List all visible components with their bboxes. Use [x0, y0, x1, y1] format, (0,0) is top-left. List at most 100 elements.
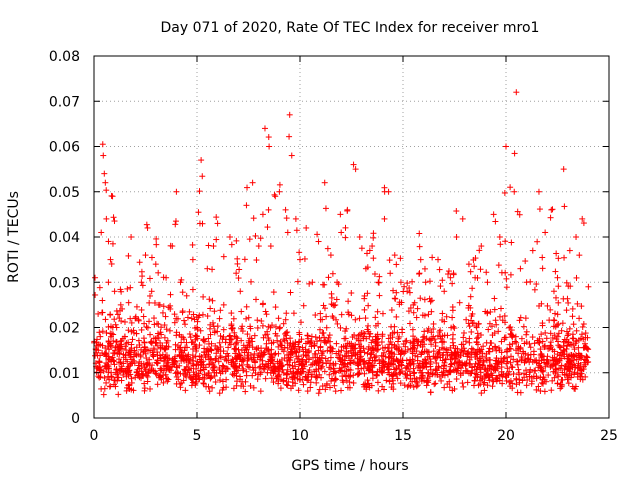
data-point	[166, 327, 173, 334]
data-point	[467, 268, 474, 275]
data-point	[394, 375, 401, 382]
data-point	[265, 335, 272, 342]
data-point	[189, 360, 196, 367]
data-point	[388, 323, 395, 330]
data-point	[514, 361, 521, 368]
data-point	[533, 375, 540, 382]
data-point	[427, 298, 434, 305]
data-point-peak	[177, 279, 184, 286]
data-point-peak	[560, 166, 567, 173]
data-point	[355, 337, 362, 344]
data-point	[537, 346, 544, 353]
data-point	[327, 366, 334, 373]
data-point	[150, 345, 157, 352]
data-point	[284, 382, 291, 389]
data-point	[169, 363, 176, 370]
data-point	[321, 281, 328, 288]
data-point	[116, 315, 123, 322]
data-point	[502, 238, 509, 245]
data-point	[559, 376, 566, 383]
data-point	[293, 349, 300, 356]
data-point	[284, 340, 291, 347]
data-point	[580, 344, 587, 351]
data-point	[555, 320, 562, 327]
data-point-peak	[117, 301, 124, 308]
data-point	[252, 296, 259, 303]
data-point	[195, 376, 202, 383]
data-point-peak	[113, 324, 120, 331]
data-point	[209, 266, 216, 273]
data-point	[426, 278, 433, 285]
data-point	[243, 303, 250, 310]
data-point	[232, 340, 239, 347]
data-point	[110, 350, 117, 357]
data-point	[326, 371, 333, 378]
data-point	[141, 320, 148, 327]
data-point	[292, 339, 299, 346]
data-point	[580, 363, 587, 370]
data-point	[229, 325, 236, 332]
data-point	[115, 391, 122, 398]
data-point	[187, 374, 194, 381]
y-tick-label: 0.01	[49, 366, 80, 382]
data-point	[516, 317, 523, 324]
data-point	[520, 350, 527, 357]
data-point	[414, 353, 421, 360]
data-point	[323, 324, 330, 331]
data-point	[122, 343, 129, 350]
data-point	[231, 346, 238, 353]
data-point	[305, 369, 312, 376]
data-point	[146, 292, 153, 299]
data-point	[199, 374, 206, 381]
data-point	[136, 341, 143, 348]
data-point	[557, 344, 564, 351]
data-point	[317, 310, 324, 317]
data-point	[99, 328, 106, 335]
data-point	[365, 328, 372, 335]
data-point	[215, 358, 222, 365]
data-point	[333, 296, 340, 303]
data-point	[474, 363, 481, 370]
data-point	[269, 367, 276, 374]
data-point-peak	[288, 152, 295, 159]
data-point	[205, 340, 212, 347]
data-point	[407, 375, 414, 382]
data-point	[522, 315, 529, 322]
data-point	[315, 347, 322, 354]
data-point	[450, 342, 457, 349]
data-point	[151, 299, 158, 306]
data-point	[564, 355, 571, 362]
data-point	[474, 355, 481, 362]
data-point	[402, 371, 409, 378]
data-point	[194, 318, 201, 325]
data-point	[296, 329, 303, 336]
data-point	[327, 384, 334, 391]
data-point	[122, 352, 129, 359]
data-point	[554, 351, 561, 358]
data-point	[360, 335, 367, 342]
data-point	[435, 364, 442, 371]
data-point	[206, 325, 213, 332]
data-point	[482, 354, 489, 361]
data-point	[564, 332, 571, 339]
data-point	[220, 333, 227, 340]
data-point	[386, 257, 393, 264]
data-point	[111, 218, 118, 225]
data-point	[426, 353, 433, 360]
data-point	[125, 299, 132, 306]
data-point	[420, 337, 427, 344]
data-point	[160, 379, 167, 386]
data-point	[563, 328, 570, 335]
data-point	[357, 348, 364, 355]
data-point	[553, 294, 560, 301]
data-point	[493, 321, 500, 328]
data-point	[273, 375, 280, 382]
data-point	[287, 357, 294, 364]
data-point	[302, 346, 309, 353]
data-point	[578, 353, 585, 360]
data-point	[572, 364, 579, 371]
data-point	[371, 270, 378, 277]
data-point	[208, 374, 215, 381]
data-point	[440, 371, 447, 378]
data-point	[247, 382, 254, 389]
